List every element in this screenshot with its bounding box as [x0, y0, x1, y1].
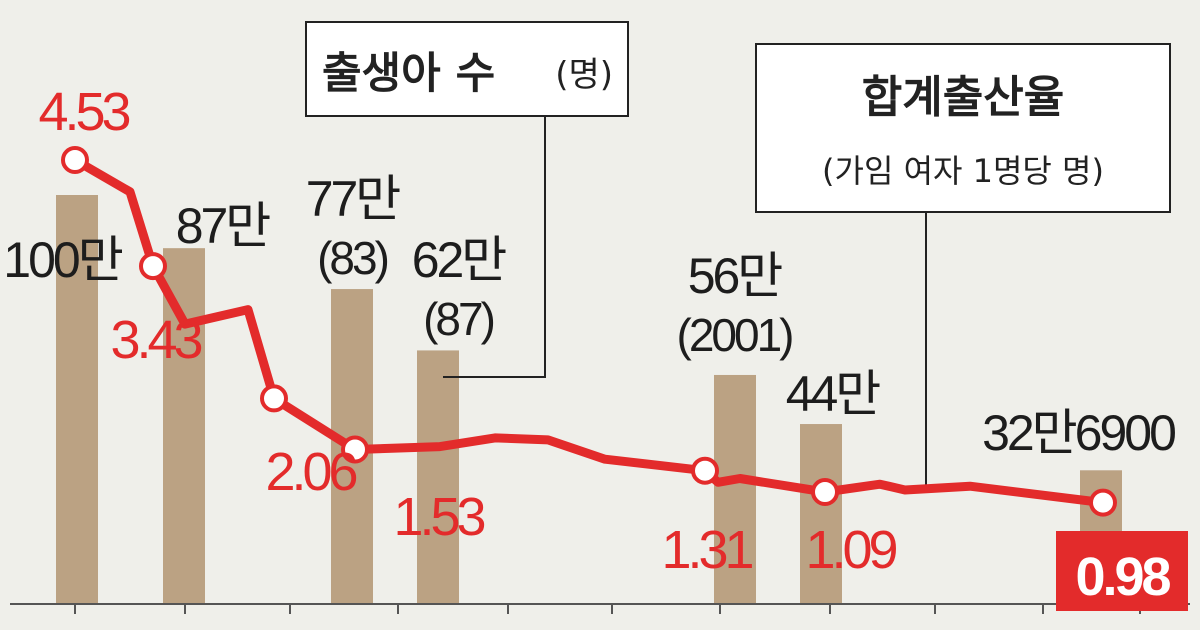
- births-leader-line: [443, 116, 546, 378]
- births-bar: [163, 248, 205, 605]
- legend-tfr-title: 합계출산율: [862, 72, 1064, 123]
- births-year-label: (2001): [677, 309, 793, 361]
- fertility-rate-label: 1.09: [805, 520, 896, 580]
- legend-births-unit: (명): [555, 55, 613, 95]
- fertility-rate-marker: [811, 478, 839, 506]
- fertility-rate-marker: [61, 146, 89, 174]
- fertility-rate-marker: [691, 456, 719, 485]
- legend-births-box: 출생아 수 (명): [305, 21, 629, 117]
- births-bar: [417, 350, 459, 604]
- x-axis-baseline: [10, 603, 1190, 614]
- legend-births-title: 출생아 수: [322, 49, 495, 99]
- fertility-rate-latest-label: 0.98: [1075, 547, 1170, 607]
- births-year-label: (87): [423, 293, 493, 345]
- births-value-label: 100만: [3, 232, 122, 288]
- fertility-rate-labels: 4.53 3.43 2.06 1.53 1.31 1.09 0.98: [38, 82, 1188, 611]
- births-value-label: 62만: [412, 232, 507, 288]
- fertility-rate-marker: [139, 252, 167, 281]
- births-value-label: 56만: [688, 248, 783, 304]
- legend-tfr-unit: (가임 여자 1명당 명): [822, 152, 1104, 190]
- births-bar: [714, 374, 756, 604]
- births-value-label: 32만6900: [982, 405, 1175, 461]
- latest-value-box: [1056, 531, 1188, 611]
- fertility-rate-label: 2.06: [265, 442, 356, 502]
- births-value-label: 44만: [786, 366, 881, 422]
- legend-leader-lines: [443, 116, 927, 487]
- fertility-rate-marker: [1089, 488, 1117, 517]
- births-labels: 100만 87만 77만(83) 62만(87) 56만(2001)44만 32만6900: [3, 171, 1178, 461]
- fertility-rate-label: 3.43: [110, 310, 201, 370]
- births-value-label: 87만: [176, 198, 271, 254]
- fertility-rate-path: [70, 155, 1108, 508]
- fertility-rate-label: 4.53: [38, 82, 129, 142]
- births-value-label: 77만: [306, 171, 401, 227]
- fertility-rate-label: 1.31: [661, 520, 752, 580]
- fertility-rate-marker: [341, 435, 369, 464]
- fertility-rate-marker: [260, 384, 288, 413]
- fertility-rate-line: [61, 146, 1117, 517]
- births-bar: [800, 424, 842, 604]
- births-bar: [56, 195, 98, 604]
- fertility-rate-label: 1.53: [393, 487, 484, 547]
- legend-tfr-box: 합계출산율 (가임 여자 1명당 명): [755, 43, 1171, 213]
- births-year-label: (83): [317, 232, 387, 284]
